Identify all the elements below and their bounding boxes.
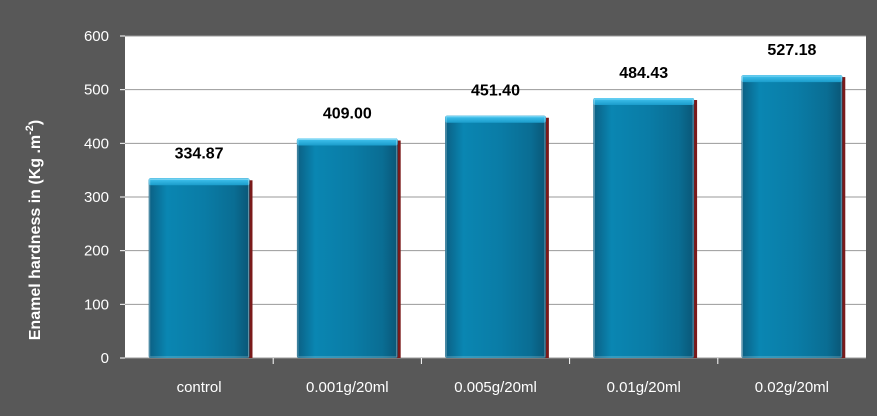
x-axis-ticks: control 0.001g/20ml 0.005g/20ml 0.01g/20ml 0… bbox=[177, 358, 829, 396]
bar-highlight bbox=[742, 75, 842, 358]
bar-cap bbox=[741, 75, 843, 83]
bar-highlight bbox=[593, 98, 694, 358]
bar-value-label: 409.00 bbox=[323, 106, 372, 123]
bar-cap bbox=[445, 115, 546, 123]
y-tick-label: 600 bbox=[84, 28, 109, 45]
y-axis-title-prefix: Enamel hardness in (Kg .m bbox=[27, 135, 44, 340]
x-tick-label: control bbox=[177, 379, 222, 396]
x-tick-label: 0.02g/20ml bbox=[755, 379, 829, 396]
bar bbox=[148, 178, 250, 358]
y-tick-label: 500 bbox=[84, 82, 109, 99]
bar-value-label: 451.40 bbox=[471, 83, 520, 100]
bar-highlight bbox=[445, 116, 546, 358]
bar-highlight bbox=[149, 178, 249, 358]
bar-cap bbox=[593, 98, 695, 106]
bar-value-label: 334.87 bbox=[175, 145, 224, 162]
bar bbox=[296, 138, 398, 358]
x-tick-label: 0.005g/20ml bbox=[454, 379, 537, 396]
y-axis-ticks: 0 100 200 300 400 500 600 bbox=[84, 28, 125, 367]
bar bbox=[741, 75, 843, 358]
bar-value-label: 527.18 bbox=[767, 42, 816, 59]
y-tick-label: 0 bbox=[101, 350, 109, 367]
bars bbox=[148, 75, 846, 359]
bar-highlight bbox=[297, 139, 398, 358]
bar bbox=[445, 115, 546, 359]
y-tick-label: 400 bbox=[84, 135, 109, 152]
x-tick-label: 0.01g/20ml bbox=[607, 379, 681, 396]
bar-cap bbox=[148, 178, 250, 186]
bar-cap bbox=[296, 138, 398, 146]
y-axis-title: Enamel hardness in (Kg .m-2) bbox=[24, 120, 44, 341]
y-tick-label: 200 bbox=[84, 243, 109, 260]
bar bbox=[593, 98, 695, 358]
y-axis-title-suffix: ) bbox=[27, 120, 44, 125]
value-labels: 334.87 409.00 451.40 484.43 527.18 bbox=[175, 42, 817, 162]
y-axis-title-sup: -2 bbox=[24, 125, 36, 135]
y-tick-label: 100 bbox=[84, 296, 109, 313]
x-tick-label: 0.001g/20ml bbox=[306, 379, 389, 396]
bar-value-label: 484.43 bbox=[619, 65, 668, 82]
y-tick-label: 300 bbox=[84, 189, 109, 206]
